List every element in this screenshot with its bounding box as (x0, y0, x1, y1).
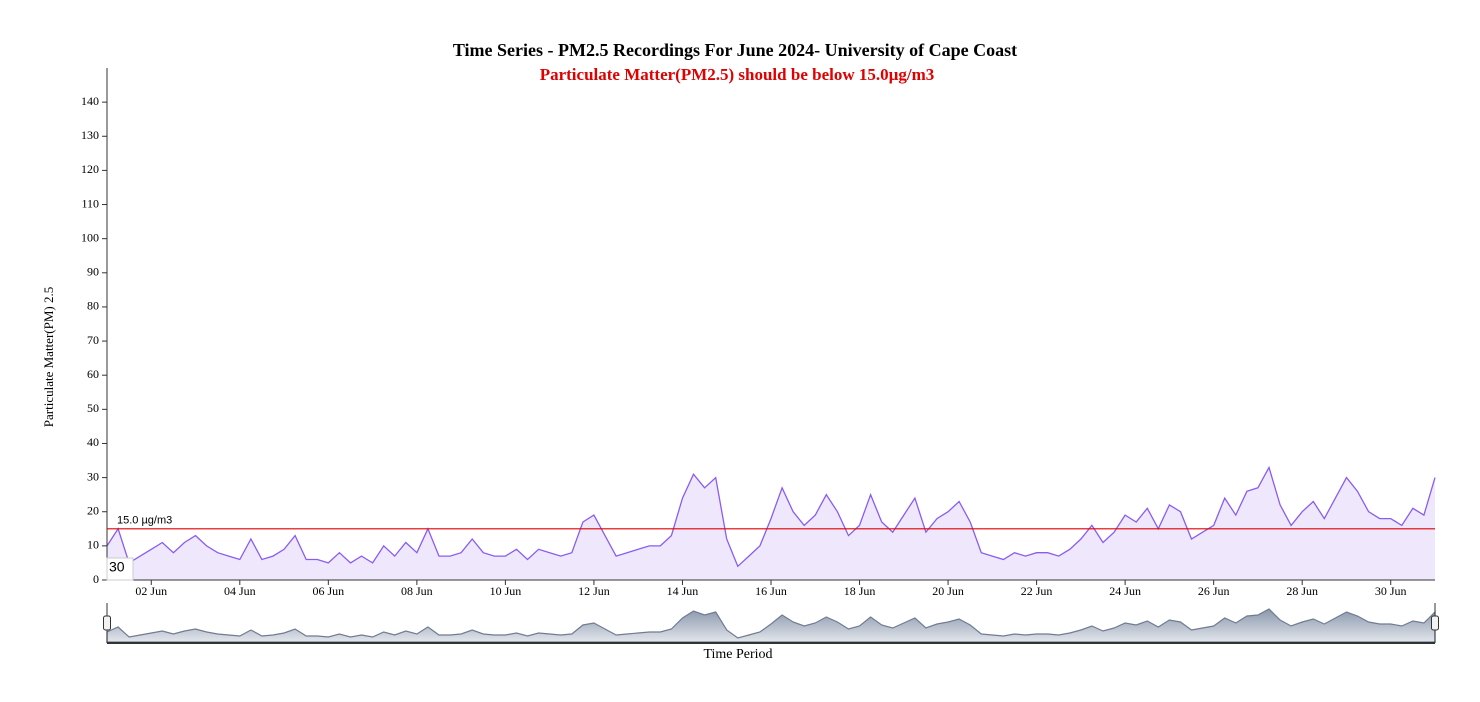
x-tick-label: 08 Jun (401, 584, 433, 598)
threshold-label: 15.0 µg/m3 (117, 515, 172, 527)
x-tick-label: 12 Jun (578, 584, 610, 598)
x-tick-label: 10 Jun (490, 584, 522, 598)
x-axis-label: Time Period (703, 647, 772, 662)
navigator-handle (103, 615, 111, 631)
x-tick-label: 26 Jun (1198, 584, 1230, 598)
y-tick-label: 110 (81, 196, 99, 210)
y-tick-label: 70 (87, 333, 99, 347)
x-tick-label: 20 Jun (932, 584, 964, 598)
y-tick-label: 100 (81, 230, 99, 244)
x-tick-label: 18 Jun (844, 584, 876, 598)
y-tick-label: 10 (87, 538, 99, 552)
y-tick-label: 40 (87, 435, 99, 449)
chart-subtitle: Particulate Matter(PM2.5) should be belo… (540, 65, 935, 84)
navigator-handle (1431, 615, 1439, 631)
y-tick-label: 0 (93, 572, 99, 586)
y-axis-label: Particulate Matter(PM) 2.5 (41, 287, 56, 427)
y-tick-label: 60 (87, 367, 99, 381)
x-tick-label: 22 Jun (1021, 584, 1053, 598)
x-tick-label: 04 Jun (224, 584, 256, 598)
y-tick-label: 130 (81, 128, 99, 142)
x-tick-label: 24 Jun (1109, 584, 1141, 598)
series-line (106, 465, 1436, 568)
range-label: 30 (109, 559, 125, 575)
range-box (106, 557, 134, 581)
x-tick-label: 06 Jun (312, 584, 344, 598)
area-fill (107, 467, 1435, 580)
y-tick-label: 20 (87, 503, 99, 517)
y-tick-label: 120 (81, 162, 99, 176)
x-tick-label: 02 Jun (135, 584, 167, 598)
navigator-area (106, 608, 1436, 643)
y-tick-label: 90 (87, 265, 99, 279)
x-tick-label: 30 Jun (1375, 584, 1407, 598)
x-tick-label: 28 Jun (1286, 584, 1318, 598)
y-tick-label: 140 (81, 94, 99, 108)
x-tick-label: 14 Jun (667, 584, 699, 598)
y-tick-label: 30 (87, 469, 99, 483)
y-tick-label: 80 (87, 299, 99, 313)
chart-title: Time Series - PM2.5 Recordings For June … (453, 40, 1017, 60)
y-tick-label: 50 (87, 401, 99, 415)
x-tick-label: 16 Jun (755, 584, 787, 598)
